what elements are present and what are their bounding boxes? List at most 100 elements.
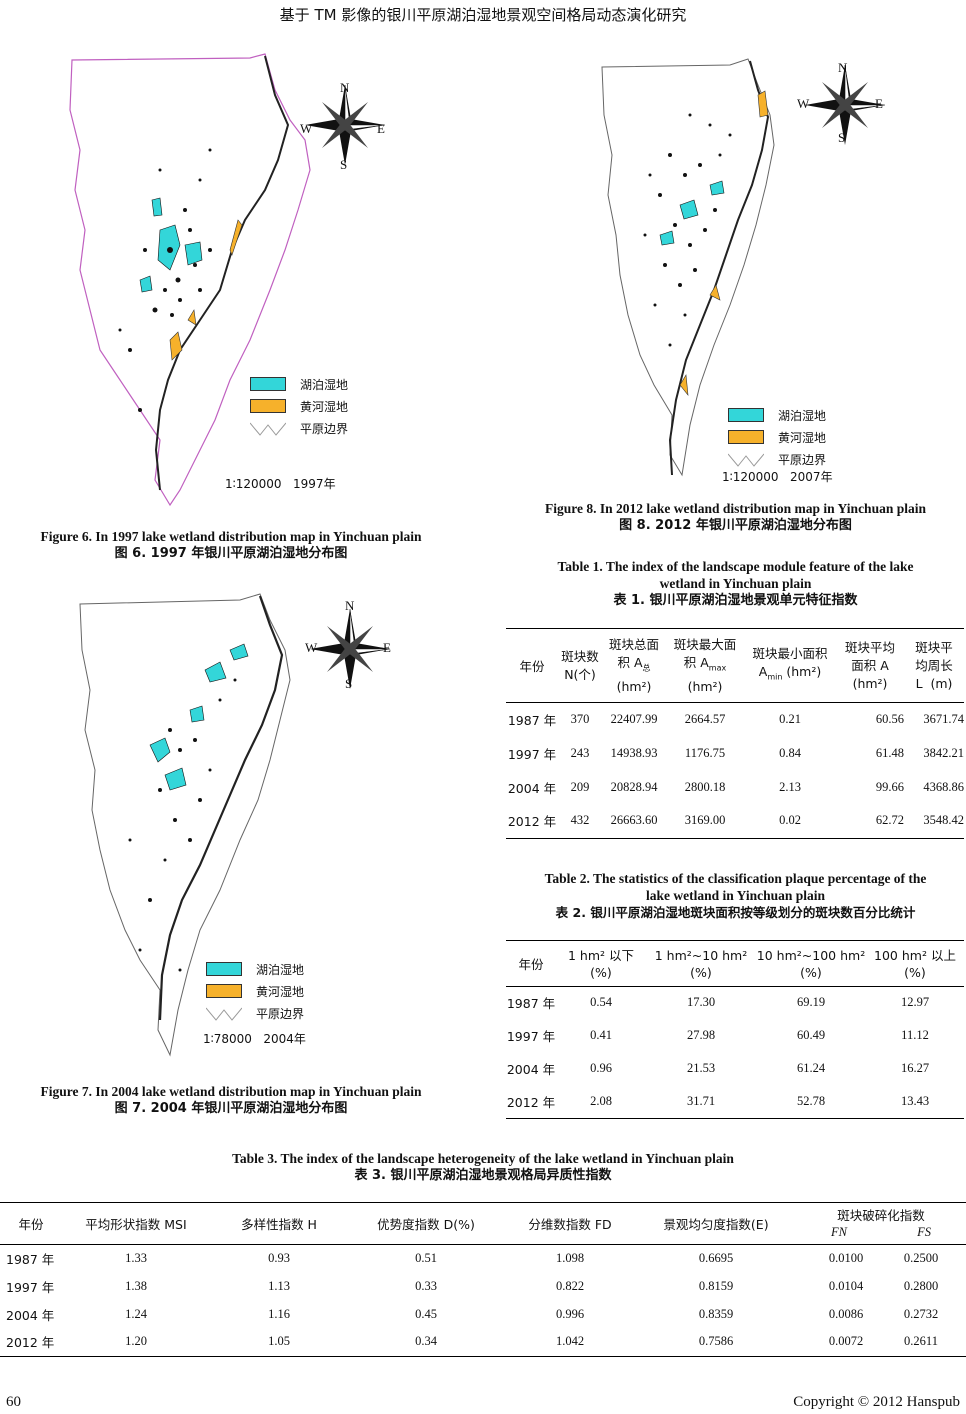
caption-en: Figure 6. In 1997 lake wetland distribut…: [40, 529, 422, 544]
compass-n-2: N: [345, 598, 355, 613]
table-row: 1987 年 1.33 0.93 0.51 1.098 0.6695 0.0100 0.250…: [6, 1250, 939, 1267]
compass-rose-3: [800, 60, 890, 150]
col-d: 优势度指数 D(%): [377, 1217, 475, 1233]
yellow-river: [154, 55, 290, 491]
table-1: 年份 斑块数 N(个) 斑块总面积 A总 (hm²) 斑块最大面积 Amax (hm²…: [506, 630, 964, 839]
lake-patches: [659, 180, 725, 246]
col-fn: FN: [831, 1224, 848, 1239]
col-c1: 1 hm² 以下 (%): [567, 947, 634, 980]
table-2: 年份 1 hm² 以下 (%) 1 hm²~10 hm² (%) 10 hm²~10…: [506, 942, 964, 1119]
figure-7-caption: Figure 7. In 2004 lake wetland distribut…: [0, 1083, 462, 1117]
caption-zh: 表 1. 银川平原湖泊湿地景观单元特征指数: [613, 593, 858, 608]
page-number: 60: [6, 1394, 21, 1410]
legend-river: 黄河湿地: [256, 984, 305, 999]
compass-e-1: E: [377, 121, 385, 136]
col-year: 年份: [519, 659, 545, 675]
figure-6-caption: Figure 6. In 1997 lake wetland distribut…: [0, 528, 462, 562]
scale-ratio: 1∶120000: [722, 470, 779, 484]
river-swatch: [250, 399, 286, 413]
col-year: 年份: [518, 957, 544, 973]
legend-river: 黄河湿地: [778, 430, 827, 445]
col-amin: 斑块最小面积 Amin (hm²): [752, 646, 828, 682]
caption-en-2: wetland in Yinchuan plain: [659, 576, 812, 591]
map-2004: [79, 593, 291, 1057]
river-swatch: [206, 984, 242, 998]
table-3: 年份 平均形状指数 MSI 多样性指数 H 优势度指数 D(%) 分维数指数 F…: [0, 1204, 966, 1357]
legend-1: 湖泊湿地 黄河湿地 平原边界: [249, 373, 349, 439]
caption-zh: 图 6. 1997 年银川平原湖泊湿地分布图: [114, 546, 348, 561]
col-e: 景观均匀度指数(E): [663, 1217, 769, 1233]
river-wetland: [679, 90, 769, 396]
compass-n-1: N: [340, 80, 350, 95]
col-msi: 平均形状指数 MSI: [85, 1217, 187, 1233]
table-row: 1997 年 0.41 27.98 60.49 11.12: [506, 1028, 929, 1044]
yellow-river: [158, 595, 284, 1021]
plain-boundary: [79, 593, 291, 1057]
caption-zh: 表 2. 银川平原湖泊湿地斑块面积按等级划分的斑块数百分比统计: [555, 905, 916, 920]
compass-n-3: N: [838, 60, 848, 75]
scale-3: 1∶120000 2007年: [722, 468, 833, 485]
caption-en: Figure 8. In 2012 lake wetland distribut…: [545, 501, 926, 516]
lake-swatch: [250, 377, 286, 391]
figure-6: [60, 50, 460, 510]
boundary-swatch: [249, 421, 287, 436]
table-row: 2012 年 432 26663.60 3169.00 0.02 62.72 3548.42: [506, 804, 964, 838]
lake-swatch: [206, 962, 242, 976]
scale-ratio: 1∶78000: [203, 1032, 252, 1046]
col-atotal: 斑块总面积 A总 (hm²): [608, 637, 659, 694]
map-year: 2007年: [790, 470, 833, 484]
black-patches: [118, 148, 212, 412]
scale-2: 1∶78000 2004年: [203, 1030, 306, 1047]
compass-e-3: E: [875, 96, 883, 111]
col-frag: 斑块破碎化指数 FN FS: [831, 1207, 931, 1239]
scale-1: 1∶120000 1997年: [225, 475, 336, 492]
black-patches: [128, 678, 237, 972]
figure-7: [70, 590, 460, 1060]
legend-river: 黄河湿地: [300, 399, 349, 414]
caption-en-1: Table 2. The statistics of the classific…: [544, 871, 927, 886]
yellow-river: [668, 60, 770, 476]
table-row: 2004 年 209 20828.94 2800.18 2.13 99.66 4368.86: [507, 779, 964, 796]
lake-patches: [139, 197, 203, 293]
table-row: 1987 年 0.54 17.30 69.19 12.97: [506, 995, 930, 1012]
col-n: 斑块数 N(个): [561, 648, 599, 682]
table-row: 1997 年 243 14938.93 1176.75 0.84 61.48 3842.21: [507, 745, 964, 762]
col-c3: 10 hm²~100 hm² (%): [756, 947, 866, 980]
plain-boundary: [601, 58, 775, 477]
col-fd: 分维数指数 FD: [528, 1217, 612, 1233]
caption-en-1: Table 1. The index of the landscape modu…: [557, 559, 914, 574]
table-row: 2012 年 2.08 31.71 52.78 13.43: [506, 1085, 964, 1118]
table-row: 2004 年 0.96 21.53 61.24 16.27: [506, 1061, 930, 1077]
figure-8: [590, 55, 920, 485]
caption-zh: 图 7. 2004 年银川平原湖泊湿地分布图: [114, 1101, 348, 1116]
map-1997: [69, 53, 311, 507]
caption-en: Table 3. The index of the landscape hete…: [232, 1151, 734, 1166]
scale-ratio: 1∶120000: [225, 477, 282, 491]
compass-s-3: S: [838, 130, 846, 145]
table-row: 2012 年 1.20 1.05 0.34 1.042 0.7586 0.0072 0.261…: [0, 1328, 966, 1356]
map-year: 2004年: [263, 1032, 306, 1046]
copyright: Copyright © 2012 Hanspub: [793, 1394, 960, 1410]
table-row: 1997 年 1.38 1.13 0.33 0.822 0.8159 0.0104 0.280…: [6, 1278, 939, 1295]
river-wetland: [169, 219, 243, 361]
compass-rose-1: [300, 80, 390, 170]
compass-w-1: W: [300, 121, 313, 136]
caption-zh: 表 3. 银川平原湖泊湿地景观格局异质性指数: [354, 1168, 612, 1183]
col-fs: FS: [917, 1224, 931, 1239]
col-year: 年份: [18, 1217, 44, 1233]
legend-lake: 湖泊湿地: [300, 377, 349, 392]
table-3-caption: Table 3. The index of the landscape hete…: [0, 1150, 966, 1184]
legend-boundary: 平原边界: [778, 452, 827, 467]
table-3-top-rule: [0, 1202, 966, 1203]
legend-3: 湖泊湿地 黄河湿地 平原边界: [727, 404, 827, 470]
table-1-top-rule: [506, 628, 964, 629]
legend-boundary: 平原边界: [256, 1006, 305, 1021]
compass-w-3: W: [797, 96, 810, 111]
col-amean: 斑块平均 面积 A (hm²): [844, 639, 895, 691]
compass-s-2: S: [345, 676, 353, 691]
legend-2: 湖泊湿地 黄河湿地 平原边界: [205, 958, 305, 1024]
table-2-caption: Table 2. The statistics of the classific…: [505, 870, 966, 921]
legend-lake: 湖泊湿地: [778, 408, 827, 423]
river-swatch: [728, 430, 764, 444]
map-year: 1997年: [293, 477, 336, 491]
